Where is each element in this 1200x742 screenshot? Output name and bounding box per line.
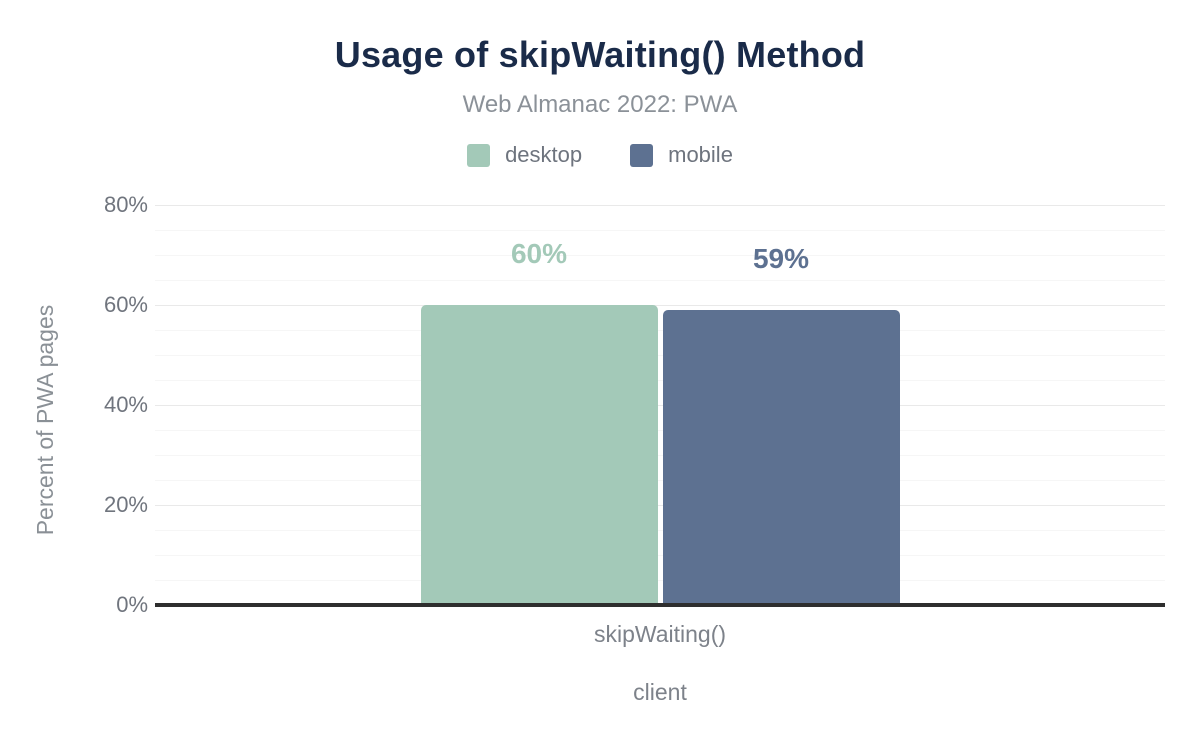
bar-value-label-mobile: 59% [752,243,810,274]
minor-gridline [155,255,1165,256]
y-tick-label: 80% [103,192,148,217]
y-tick-label: 0% [116,592,148,617]
x-axis-line [155,603,1165,607]
minor-gridline [155,230,1165,231]
minor-gridline [155,455,1165,456]
chart-subtitle: Web Almanac 2022: PWA [462,91,738,118]
minor-gridline [155,380,1165,381]
legend: desktop mobile [0,142,1200,168]
bar-mobile[interactable] [662,310,900,605]
bar-desktop[interactable] [420,305,658,605]
major-gridline [155,205,1165,206]
minor-gridline [155,480,1165,481]
minor-gridline [155,330,1165,331]
x-tick-label: skipWaiting() [593,621,727,647]
x-axis-title: client [633,679,687,705]
minor-gridline [155,555,1165,556]
major-gridline [155,405,1165,406]
major-gridline [155,505,1165,506]
legend-label-desktop: desktop [505,142,583,167]
major-gridline [155,305,1165,306]
y-tick-label: 60% [103,292,148,317]
minor-gridline [155,280,1165,281]
legend-label-mobile: mobile [668,142,733,167]
desktop-swatch-icon [467,143,491,167]
minor-gridline [155,430,1165,431]
y-tick-label: 20% [103,492,148,517]
minor-gridline [155,355,1165,356]
plot-area: 60% 59% [155,205,1165,605]
y-tick-label: 40% [103,392,148,417]
legend-item-mobile[interactable]: mobile [630,142,733,168]
bar-value-label-desktop: 60% [510,238,568,269]
legend-item-desktop[interactable]: desktop [467,142,582,168]
minor-gridline [155,530,1165,531]
chart-title: Usage of skipWaiting() Method [334,34,866,75]
minor-gridline [155,580,1165,581]
mobile-swatch-icon [630,143,654,167]
y-axis-title: Percent of PWA pages [32,304,58,536]
